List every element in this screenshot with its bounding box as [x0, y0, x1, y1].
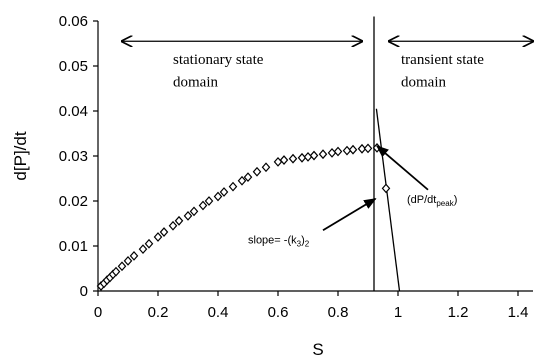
x-tick-label: 0.2 [148, 304, 169, 321]
data-point [117, 261, 127, 272]
data-point [273, 156, 283, 167]
x-tick-group: 0 0.2 0.4 0.6 0.8 1 1.2 1.4 [94, 291, 529, 321]
data-point [174, 215, 184, 226]
data-point [237, 175, 247, 186]
x-tick-label: 0.4 [208, 304, 229, 321]
data-point [153, 232, 163, 242]
x-tick-label: 0 [94, 304, 102, 321]
data-point [123, 255, 133, 266]
peak-pointer-arrow [376, 145, 429, 191]
x-tick-label: 1.2 [448, 304, 469, 321]
x-tick-label: 1.4 [508, 304, 529, 321]
stationary-domain-label-line2: domain [173, 74, 218, 90]
reference-line [375, 108, 401, 292]
data-point [159, 227, 169, 237]
data-point [381, 183, 391, 194]
y-tick-label: 0.06 [59, 13, 88, 30]
transient-domain-label-line1: transient state [401, 52, 484, 68]
y-tick-label: 0.03 [59, 148, 88, 165]
data-point [333, 146, 343, 157]
data-point [348, 144, 358, 155]
data-point [129, 250, 139, 261]
data-point [144, 238, 154, 249]
data-point [288, 153, 298, 164]
data-point [342, 145, 352, 156]
peak-label-sub: peak [436, 199, 454, 208]
y-tick-label: 0.02 [59, 193, 88, 210]
y-tick-label: 0 [80, 283, 88, 300]
data-point [357, 143, 367, 154]
data-point [213, 191, 223, 202]
data-point [252, 166, 262, 177]
slope-label-sub2: 2 [305, 239, 310, 248]
x-tick-label: 0.8 [328, 304, 349, 321]
transient-domain-label-line2: domain [401, 74, 446, 90]
slope-label: slope= -(k3)2 [248, 234, 310, 248]
data-point [228, 181, 238, 192]
data-point [297, 152, 307, 163]
slope-label-end: ) [301, 234, 305, 246]
data-point [183, 210, 193, 221]
stationary-domain-label-line1: stationary state [173, 52, 264, 68]
y-axis-title: d[P]/dt [11, 131, 30, 180]
data-point [189, 206, 199, 217]
data-point [204, 196, 214, 206]
data-point [198, 200, 208, 211]
data-point [318, 149, 328, 160]
data-point [243, 172, 253, 183]
data-point [327, 147, 337, 158]
data-point [309, 150, 319, 161]
y-tick-label: 0.01 [59, 238, 88, 255]
data-point [219, 187, 229, 197]
data-point [279, 155, 289, 165]
slope-label-sub: 3 [297, 239, 302, 248]
data-point [363, 143, 373, 154]
data-point [111, 266, 121, 277]
peak-label-main: (dP/dt [407, 194, 436, 206]
y-tick-label: 0.04 [59, 103, 88, 120]
peak-label-end: ) [454, 194, 458, 206]
reference-lines [373, 16, 401, 292]
y-tick-label: 0.05 [59, 58, 88, 75]
slope-label-main: slope= -(k [248, 234, 297, 246]
peak-label: (dP/dtpeak) [407, 194, 457, 208]
y-tick-group: 0 0.01 0.02 0.03 0.04 0.05 0.06 [59, 13, 98, 300]
data-point [303, 151, 313, 162]
x-tick-label: 0.6 [268, 304, 289, 321]
data-point [138, 244, 148, 255]
x-axis-title: S [312, 340, 323, 359]
slope-pointer-arrow [322, 197, 377, 232]
data-point [168, 220, 178, 231]
data-point [261, 162, 271, 173]
x-tick-label: 1 [394, 304, 402, 321]
